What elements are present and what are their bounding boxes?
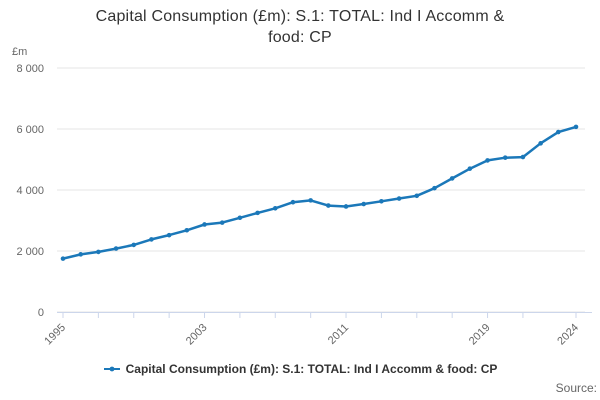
data-point-marker (184, 227, 190, 233)
data-point-marker (432, 185, 437, 191)
legend-label: Capital Consumption (£m): S.1: TOTAL: In… (125, 362, 498, 376)
legend-item-capital-consumption[interactable]: Capital Consumption (£m): S.1: TOTAL: In… (103, 362, 498, 376)
x-tick-label: 2003 (184, 322, 210, 348)
data-point-marker (556, 129, 561, 135)
data-point-marker (131, 242, 137, 248)
data-point-marker (202, 222, 207, 227)
x-tick-label: 2024 (555, 322, 581, 348)
data-point-marker (573, 124, 579, 130)
line-series-marker-icon (103, 366, 120, 372)
chart-title-line1: Capital Consumption (£m): S.1: TOTAL: In… (95, 8, 505, 25)
y-tick-label: 0 (38, 307, 44, 319)
x-tick-label: 1995 (42, 322, 68, 348)
y-tick-label: 2 000 (16, 246, 44, 258)
data-point-marker (467, 166, 473, 171)
chart-title: Capital Consumption (£m): S.1: TOTAL: In… (0, 6, 600, 48)
data-point-marker (290, 199, 296, 205)
data-point-marker (272, 206, 278, 211)
legend: Capital Consumption (£m): S.1: TOTAL: In… (0, 362, 600, 376)
y-axis-unit-label: £m (12, 46, 27, 58)
data-point-marker (149, 237, 154, 242)
data-point-marker (520, 154, 526, 160)
data-point-marker (326, 203, 331, 208)
y-tick-label: 8 000 (16, 63, 44, 75)
data-point-marker (219, 220, 225, 225)
data-point-marker (502, 155, 508, 160)
data-point-marker (414, 193, 420, 199)
source-label: Source: (555, 381, 597, 395)
line-chart-plot: £m 0 2 000 4 000 6 000 8 000 1995 2003 2011 2019 2… (12, 46, 592, 348)
data-point-marker (96, 249, 101, 255)
data-point-marker (449, 176, 455, 181)
chart-title-line2: food: CP (268, 29, 332, 46)
x-tick-label: 2011 (326, 322, 351, 347)
data-point-marker (78, 252, 83, 257)
data-point-marker (538, 141, 543, 146)
data-point-marker (60, 256, 66, 261)
data-point-marker (166, 232, 172, 238)
data-point-marker (237, 215, 243, 221)
data-point-marker (379, 198, 384, 204)
data-point-marker (343, 204, 349, 209)
data-point-marker (308, 198, 313, 203)
data-point-marker (255, 210, 260, 216)
data-point-marker (396, 196, 402, 201)
data-point-marker (485, 158, 490, 163)
data-point-marker (361, 201, 367, 207)
data-line (61, 125, 578, 260)
y-tick-label: 6 000 (16, 124, 44, 136)
data-point-marker (113, 246, 119, 251)
y-tick-label: 4 000 (16, 185, 44, 197)
x-tick-label: 2019 (467, 322, 493, 348)
